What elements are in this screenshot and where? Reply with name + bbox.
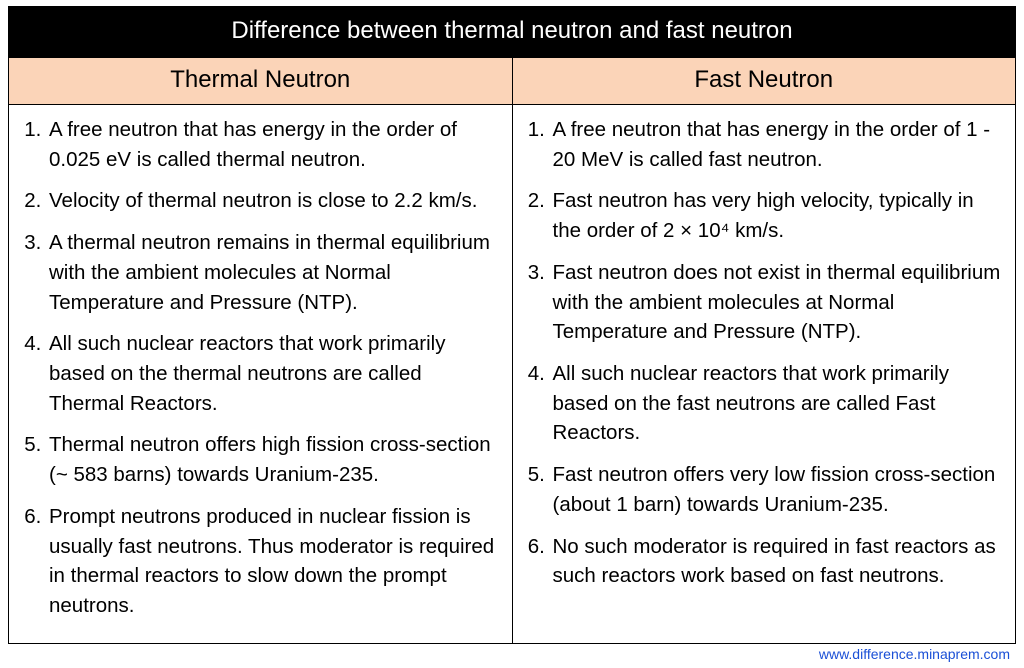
list-item: All such nuclear reactors that work prim… [551,359,1008,460]
source-link[interactable]: www.difference.minaprem.com [819,646,1010,662]
body-row: A free neutron that has energy in the or… [9,105,1016,644]
list-item: Fast neutron has very high velocity, typ… [551,186,1008,257]
list-item: No such moderator is required in fast re… [551,532,1008,603]
list-item: Fast neutron offers very low fission cro… [551,460,1008,531]
list-item: A free neutron that has energy in the or… [47,115,504,186]
list-item: A free neutron that has energy in the or… [551,115,1008,186]
title-row: Difference between thermal neutron and f… [9,7,1016,58]
cell-right: A free neutron that has energy in the or… [512,105,1016,644]
page-wrap: Difference between thermal neutron and f… [0,0,1024,644]
comparison-table: Difference between thermal neutron and f… [8,6,1016,644]
list-left: A free neutron that has energy in the or… [17,115,504,633]
list-item: A thermal neutron remains in thermal equ… [47,228,504,329]
list-right: A free neutron that has energy in the or… [521,115,1008,603]
list-item: Prompt neutrons produced in nuclear fiss… [47,502,504,633]
list-item: Fast neutron does not exist in thermal e… [551,258,1008,359]
list-item: Thermal neutron offers high fission cros… [47,430,504,501]
cell-left: A free neutron that has energy in the or… [9,105,513,644]
list-item: All such nuclear reactors that work prim… [47,329,504,430]
header-row: Thermal Neutron Fast Neutron [9,58,1016,105]
col-header-left: Thermal Neutron [9,58,513,105]
list-item: Velocity of thermal neutron is close to … [47,186,504,228]
col-header-right: Fast Neutron [512,58,1016,105]
table-title: Difference between thermal neutron and f… [9,7,1016,58]
